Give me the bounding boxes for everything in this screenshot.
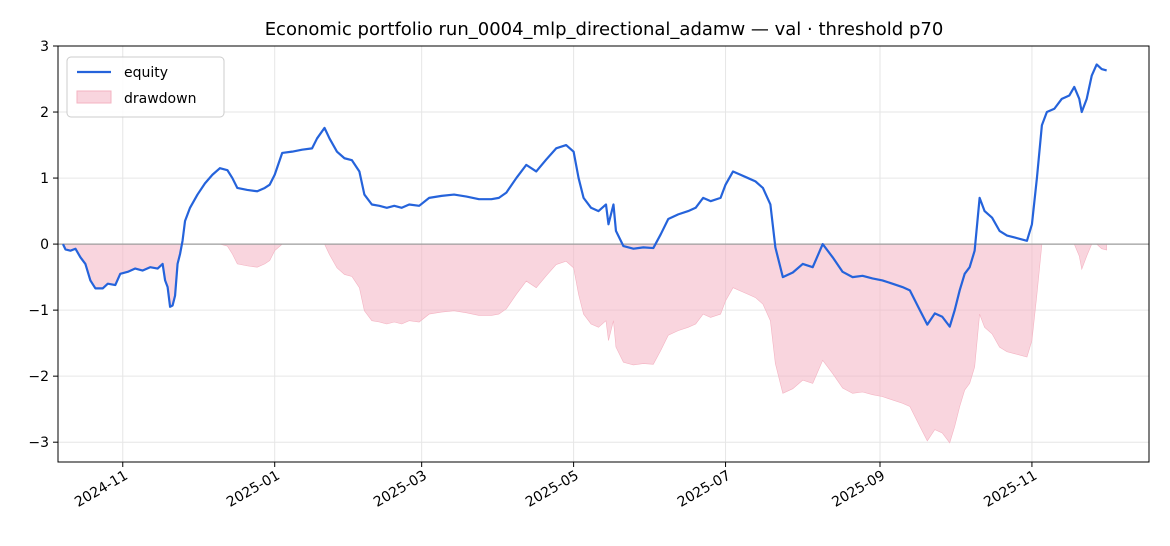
y-tick-label: 0 bbox=[40, 237, 49, 253]
legend-drawdown-swatch bbox=[76, 90, 112, 104]
x-tick-label: 2025-09 bbox=[829, 468, 888, 511]
legend-equity-label: equity bbox=[124, 65, 168, 81]
x-tick-label: 2025-11 bbox=[981, 468, 1040, 511]
y-tick-label: 1 bbox=[40, 171, 49, 187]
legend: equity drawdown bbox=[66, 56, 225, 118]
y-axis: 3 2 1 0 −1 −2 −3 bbox=[28, 39, 58, 451]
plot-area bbox=[57, 45, 1150, 463]
x-tick-label: 2025-05 bbox=[523, 468, 582, 511]
chart-title: Economic portfolio run_0004_mlp_directio… bbox=[265, 19, 944, 40]
legend-drawdown-label: drawdown bbox=[124, 91, 196, 107]
y-tick-label: −2 bbox=[28, 369, 49, 385]
y-tick-label: −3 bbox=[28, 435, 49, 451]
y-tick-label: 2 bbox=[40, 105, 49, 121]
x-tick-label: 2025-03 bbox=[371, 468, 430, 511]
x-tick-label: 2024-11 bbox=[72, 468, 131, 511]
x-tick-label: 2025-01 bbox=[224, 468, 283, 511]
y-tick-label: 3 bbox=[40, 39, 49, 55]
x-axis: 2024-11 2025-01 2025-03 2025-05 2025-07 2025-… bbox=[72, 462, 1040, 511]
x-tick-label: 2025-07 bbox=[675, 468, 734, 511]
y-tick-label: −1 bbox=[28, 303, 49, 319]
drawdown-area bbox=[62, 243, 1107, 444]
equity-line bbox=[61, 63, 1107, 328]
